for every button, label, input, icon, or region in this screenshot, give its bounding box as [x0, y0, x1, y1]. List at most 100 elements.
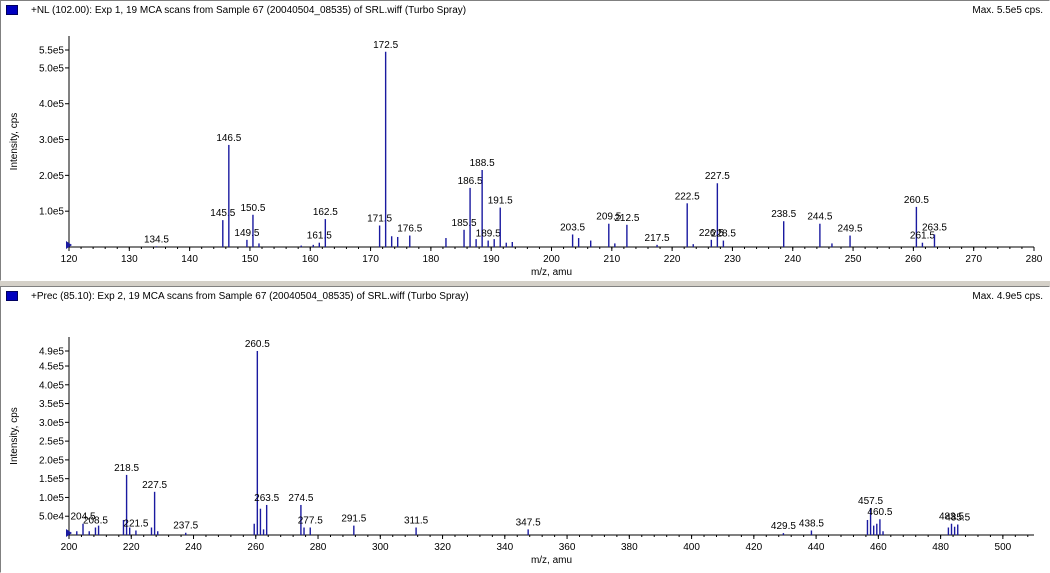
peak-label: 228.5	[711, 229, 736, 240]
peak-label: 171.5	[367, 214, 392, 225]
x-tick-label: 250	[845, 254, 862, 265]
peak-label: 227.5	[705, 171, 730, 182]
x-axis-label: m/z, amu	[531, 555, 572, 566]
x-tick-label: 160	[302, 254, 319, 265]
x-tick-label: 320	[434, 542, 451, 553]
peak-label: 212.5	[614, 213, 639, 224]
x-tick-label: 400	[683, 542, 700, 553]
peak-label: 161.5	[307, 231, 332, 242]
peak-label: 238.5	[771, 209, 796, 220]
x-tick-label: 120	[61, 254, 78, 265]
peak-label: 209.5	[596, 212, 621, 223]
panel-header: +NL (102.00): Exp 1, 19 MCA scans from S…	[1, 1, 1049, 19]
x-axis-label: m/z, amu	[531, 267, 572, 278]
peak-label: 186.5	[458, 176, 483, 187]
peak-label: 429.5	[771, 521, 796, 532]
x-tick-label: 440	[808, 542, 825, 553]
x-tick-label: 220	[664, 254, 681, 265]
x-tick-label: 270	[965, 254, 982, 265]
peak-label: 191.5	[488, 196, 513, 207]
peak-label: 277.5	[298, 515, 323, 526]
trace-color-icon[interactable]	[6, 5, 18, 15]
y-tick-label: 1.5e5	[39, 474, 64, 485]
peak-label: 237.5	[173, 521, 198, 532]
x-tick-label: 280	[1026, 254, 1043, 265]
x-tick-label: 460	[870, 542, 887, 553]
x-tick-label: 200	[61, 542, 78, 553]
x-tick-label: 140	[181, 254, 198, 265]
peak-label: 244.5	[807, 212, 832, 223]
peak-label: 172.5	[373, 40, 398, 51]
x-tick-label: 190	[483, 254, 500, 265]
peak-label: 347.5	[516, 517, 541, 528]
y-tick-label: 5.0e5	[39, 63, 64, 74]
y-tick-label: 2.0e5	[39, 171, 64, 182]
y-tick-label: 3.0e5	[39, 135, 64, 146]
x-tick-label: 170	[362, 254, 379, 265]
panel-title: +Prec (85.10): Exp 2, 19 MCA scans from …	[31, 291, 469, 302]
x-tick-label: 280	[310, 542, 327, 553]
x-tick-label: 200	[543, 254, 560, 265]
x-tick-label: 220	[123, 542, 140, 553]
y-tick-label: 5.5e5	[39, 46, 64, 57]
spectrum-panel-1: +NL (102.00): Exp 1, 19 MCA scans from S…	[0, 0, 1050, 281]
peak-label: 188.5	[470, 158, 495, 169]
trace-color-icon[interactable]	[6, 291, 18, 301]
peak-label: 261.5	[910, 231, 935, 242]
peak-label: 457.5	[858, 496, 883, 507]
peak-label: 204.5	[70, 512, 95, 523]
peak-label: 208.5	[83, 515, 108, 526]
spectrum-chart-2[interactable]: 200 220 240 260 280 300 320 340 360 380 400 420 440 4…	[1, 287, 1049, 572]
peak-label: 438.5	[799, 518, 824, 529]
x-tick-label: 260	[905, 254, 922, 265]
y-tick-label: 4.0e5	[39, 99, 64, 110]
panel-header: +Prec (85.10): Exp 2, 19 MCA scans from …	[1, 287, 1049, 305]
x-tick-label: 480	[932, 542, 949, 553]
peak-label: 222.5	[675, 191, 700, 202]
x-tick-label: 210	[603, 254, 620, 265]
peak-label: 311.5	[404, 515, 429, 526]
peak-label: 485.5	[945, 512, 970, 523]
peak-label: 176.5	[397, 224, 422, 235]
x-tick-label: 240	[185, 542, 202, 553]
y-tick-label: 2.5e5	[39, 437, 64, 448]
y-tick-label: 5.0e4	[39, 512, 64, 523]
y-axis-label: Intensity, cps	[9, 407, 20, 465]
y-tick-label: 4.5e5	[39, 362, 64, 373]
x-tick-label: 240	[784, 254, 801, 265]
peak-label: 221.5	[123, 518, 148, 529]
y-tick-label: 3.5e5	[39, 399, 64, 410]
max-intensity: Max. 4.9e5 cps.	[972, 291, 1043, 302]
peak-label: 189.5	[476, 229, 501, 240]
peak-label: 146.5	[216, 133, 241, 144]
peak-label: 150.5	[240, 203, 265, 214]
peak-label: 145.5	[210, 208, 235, 219]
peak-label: 218.5	[114, 463, 139, 474]
peak-label: 263.5	[922, 222, 947, 233]
x-tick-label: 360	[559, 542, 576, 553]
axis-origin-marker	[66, 529, 72, 537]
peak-label: 460.5	[867, 507, 892, 518]
peak-label: 291.5	[341, 514, 366, 525]
x-tick-label: 230	[724, 254, 741, 265]
x-tick-label: 420	[745, 542, 762, 553]
spectrum-chart-1[interactable]: 120 130 140 150 160 170 180 190 200 210 220 230 240 2…	[1, 1, 1049, 280]
peak-label: 260.5	[904, 195, 929, 206]
peak-label: 263.5	[254, 493, 279, 504]
peak-label: 483.5	[939, 512, 964, 523]
x-tick-label: 150	[242, 254, 259, 265]
peak-label: 274.5	[288, 493, 313, 504]
x-tick-label: 130	[121, 254, 138, 265]
x-tick-label: 380	[621, 542, 638, 553]
x-tick-label: 260	[247, 542, 264, 553]
peak-label: 162.5	[313, 207, 338, 218]
x-tick-label: 340	[496, 542, 513, 553]
peak-label: 260.5	[245, 339, 270, 350]
peak-label: 203.5	[560, 222, 585, 233]
y-tick-label: 2.0e5	[39, 455, 64, 466]
peak-label: 134.5	[144, 234, 169, 245]
axis-origin-marker	[66, 241, 72, 249]
y-tick-label: 4.0e5	[39, 380, 64, 391]
y-tick-label: 1.0e5	[39, 493, 64, 504]
y-tick-label: 4.9e5	[39, 347, 64, 358]
